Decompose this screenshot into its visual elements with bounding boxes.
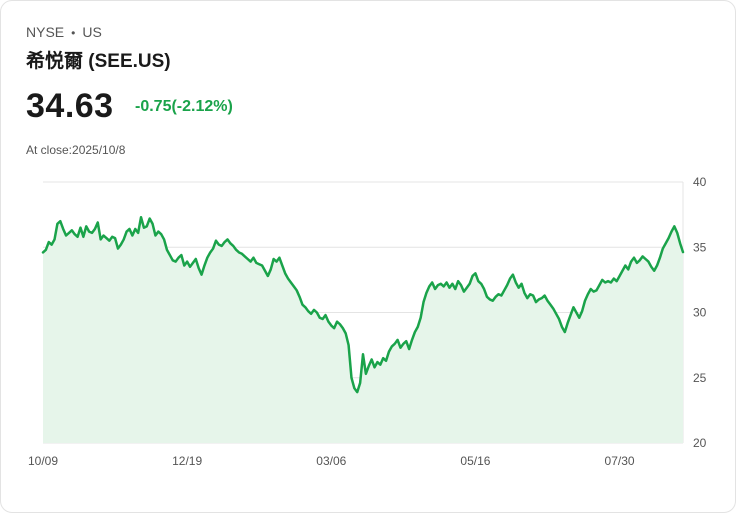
price-line[interactable] <box>41 215 685 394</box>
x-tick-label: 07/30 <box>605 454 635 468</box>
stock-title: 希悦爾 (SEE.US) <box>26 51 171 72</box>
separator-dot: • <box>71 26 76 40</box>
x-tick-label: 05/16 <box>460 454 490 468</box>
y-axis-ticks: 40 35 30 25 20 <box>693 175 707 450</box>
y-tick-label: 30 <box>693 306 707 320</box>
exchange-line: NYSE • US <box>26 24 102 40</box>
price-change: -0.75(-2.12%) <box>135 98 233 115</box>
y-tick-label: 40 <box>693 175 707 189</box>
price-area-fill <box>43 217 683 443</box>
x-tick-label: 10/09 <box>28 454 58 468</box>
exchange-name: NYSE <box>26 24 65 40</box>
y-tick-label: 35 <box>693 240 707 254</box>
current-price: 34.63 <box>26 87 114 125</box>
x-tick-label: 03/06 <box>316 454 346 468</box>
y-tick-label: 25 <box>693 371 707 385</box>
x-tick-label: 12/19 <box>172 454 202 468</box>
y-tick-label: 20 <box>693 436 707 450</box>
x-axis-ticks: 10/09 12/19 03/06 05/16 07/30 <box>28 454 635 468</box>
close-timestamp: At close:2025/10/8 <box>26 143 126 157</box>
market-name: US <box>82 24 102 40</box>
